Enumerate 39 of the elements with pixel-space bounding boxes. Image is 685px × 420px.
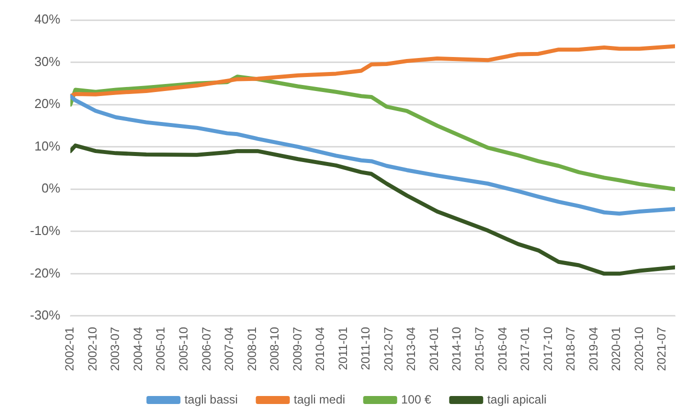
x-tick-label: 2012-07 <box>381 326 396 372</box>
x-tick-label: 2017-10 <box>540 326 555 372</box>
x-tick-label: 2002-01 <box>62 326 77 372</box>
x-tick-label: 2019-04 <box>586 326 600 372</box>
x-tick-label: 2011-01 <box>336 326 350 370</box>
x-tick-label: 2003-07 <box>108 326 122 372</box>
x-tick-label: 2005-10 <box>176 326 191 372</box>
x-tick-label: 2002-10 <box>85 326 100 372</box>
y-tick-label: 30% <box>34 54 61 69</box>
x-tick-label: 2009-07 <box>290 326 304 372</box>
legend-label: tagli medi <box>294 392 346 406</box>
x-tick-label: 2017-01 <box>518 326 532 372</box>
x-tick-label: 2020-01 <box>609 326 624 372</box>
y-tick-label: -30% <box>30 308 61 323</box>
x-tick-label: 2005-01 <box>154 326 168 372</box>
x-tick-label: 2006-07 <box>199 326 214 372</box>
x-tick-label: 2004-04 <box>130 326 145 372</box>
x-tick-label: 2021-07 <box>654 326 669 372</box>
x-tick-label: 2014-01 <box>426 326 441 372</box>
legend-label: tagli bassi <box>184 392 238 406</box>
x-tick-label: 2015-07 <box>472 326 487 372</box>
y-tick-label: 20% <box>34 96 61 112</box>
x-tick-label: 2018-07 <box>564 326 578 372</box>
y-tick-label: 10% <box>34 138 61 154</box>
x-tick-label: 2020-10 <box>632 326 646 372</box>
y-tick-label: 0% <box>42 180 61 196</box>
y-tick-label: -20% <box>30 265 61 280</box>
x-tick-label: 2014-10 <box>450 326 464 372</box>
x-tick-label: 2008-10 <box>268 326 282 372</box>
legend-label: tagli apicali <box>487 392 547 406</box>
x-tick-label: 2010-04 <box>313 326 328 372</box>
x-tick-label: 2008-01 <box>244 326 259 372</box>
x-tick-label: 2013-04 <box>404 326 418 372</box>
x-tick-label: 2007-04 <box>222 326 236 372</box>
legend-label: 100 € <box>401 392 432 406</box>
x-tick-label: 2011-10 <box>358 326 373 370</box>
x-tick-label: 2016-04 <box>495 326 510 372</box>
y-tick-label: -10% <box>30 222 61 238</box>
y-tick-label: 40% <box>34 12 61 27</box>
